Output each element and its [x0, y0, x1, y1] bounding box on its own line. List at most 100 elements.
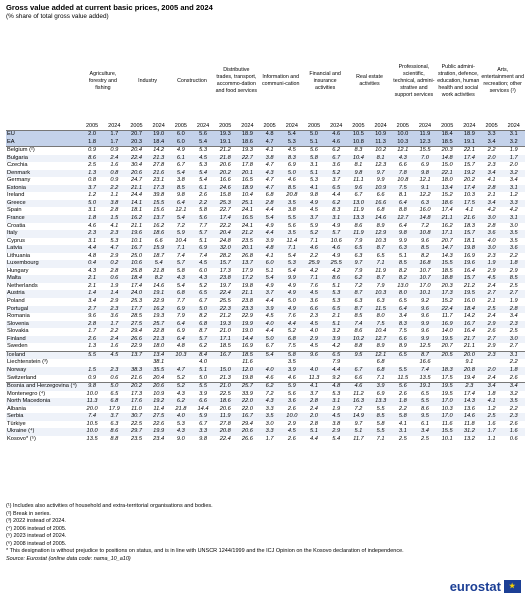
table-cell: 8.8 [354, 343, 363, 350]
row-label: Albania [7, 405, 26, 412]
table-cell: 13.3 [347, 215, 370, 223]
table-cell: 5.8 [391, 413, 414, 421]
table-title: Gross value added at current basic price… [6, 3, 213, 12]
table-cell: 2.6 [287, 435, 296, 442]
table-cell: 1.6 [502, 428, 525, 436]
table-cell: 2.7 [502, 290, 525, 299]
table-cell: 7.9 [354, 237, 363, 244]
table-cell: 4.4 [81, 245, 104, 253]
table-cell [480, 359, 502, 367]
table-cell: 20.8 [458, 366, 481, 375]
table-cell: 27.8 [153, 162, 165, 169]
table-cell: 4.1 [480, 398, 503, 406]
table-cell: 9.8 [81, 382, 104, 391]
table-cell: 17.3 [147, 184, 170, 193]
table-cell: 5.1 [325, 320, 348, 329]
row-label: Greece [6, 199, 81, 208]
table-cell: 2.6 [509, 420, 518, 427]
table-cell: 5.3 [199, 162, 207, 169]
table-cell: 6.5 [110, 390, 119, 397]
table-cell: 10.3 [441, 405, 453, 412]
table-cell: 1.8 [487, 390, 496, 397]
table-cell: 22.0 [241, 405, 253, 412]
table-cell: 5.7 [169, 260, 192, 268]
table-cell: 24.4 [130, 192, 143, 199]
table-cell: 26.6 [125, 335, 148, 344]
table-cell: 4.0 [258, 320, 281, 329]
table-cell: 19.5 [458, 290, 481, 299]
table-cell: 6.3 [354, 298, 363, 305]
table-cell: 11.6 [242, 359, 253, 366]
table-cell: 17.3 [436, 290, 459, 299]
table-cell: 3.0 [265, 420, 274, 427]
table-cell: 5.1 [191, 366, 215, 375]
table-cell: 6.0 [199, 267, 207, 274]
table-cell: 6.5 [376, 252, 385, 259]
table-cell: 12.3 [375, 162, 387, 169]
table-cell: 4.5 [103, 350, 126, 360]
column-header: Industry [125, 40, 171, 122]
table-cell: 8.7 [413, 350, 437, 360]
table-cell: 11.8 [464, 420, 475, 427]
table-cell: 1.8 [81, 215, 104, 223]
row-label: Cyprus [7, 237, 26, 244]
table-cell: 19.1 [413, 382, 437, 391]
table-cell: 5.8 [280, 350, 303, 360]
table-cell: 22.9 [241, 313, 253, 320]
table-cell: 5.4 [169, 215, 192, 223]
table-cell: 1.7 [103, 138, 126, 147]
table-cell: 5.4 [332, 435, 341, 442]
table-cell: 5.1 [199, 237, 207, 244]
table-cell: 4.6 [302, 245, 326, 253]
row-label-header [6, 40, 81, 122]
table-cell: 10.8 [413, 230, 437, 238]
table-cell: 7.2 [265, 390, 274, 397]
table-cell: 1.9 [480, 260, 503, 268]
table-cell: 13.7 [147, 215, 170, 223]
table-cell: 6.7 [325, 154, 348, 163]
table-cell: 8.2 [199, 313, 207, 320]
table-cell: 0.2 [103, 260, 126, 268]
table-cell: 21.6 [147, 169, 170, 178]
table-cell: 4.3 [176, 390, 185, 397]
table-cell: 11.1 [353, 177, 364, 184]
table-cell: 18.9 [236, 130, 259, 139]
table-cell: 18.6 [214, 398, 237, 406]
table-cell: 3.5 [502, 398, 525, 406]
table-cell: 22.4 [214, 290, 237, 299]
table-row: Austria 1.4 1.4 24.0 19.1 6.8 6.5 22.4 21.1 3.7 4.… [6, 290, 525, 299]
table-cell: 4.3 [391, 154, 414, 163]
table-cell: 12.0 [236, 366, 259, 375]
table-cell: 10.3 [369, 290, 392, 299]
table-cell: 3.0 [480, 245, 503, 253]
table-row: EU 2.0 1.7 20.7 19.0 6.0 5.6 19.3 18.9 4.8 5.4 5.0 4… [6, 130, 525, 139]
table-cell: 3.8 [103, 199, 126, 208]
table-cell: 21.3 [219, 374, 231, 381]
table-cell: 15.5 [413, 146, 437, 155]
table-cell: 5.3 [310, 177, 318, 184]
table-cell: 28.2 [219, 252, 231, 259]
table-cell: 15.6 [153, 207, 165, 214]
table-cell: 4.7 [258, 138, 281, 147]
table-cell: 2.2 [509, 359, 518, 366]
table-cell: 20.2 [125, 382, 148, 391]
table-cell: 9.1 [465, 359, 474, 366]
table-cell: 9.9 [413, 335, 437, 344]
table-cell: 9.6 [421, 328, 429, 335]
table-cell: 2.3 [502, 413, 525, 421]
table-cell: 16.9 [241, 343, 253, 350]
column-header: Construction [169, 40, 215, 122]
table-cell: 20.5 [436, 350, 459, 360]
table-cell: 20.3 [441, 282, 453, 289]
table-cell: 4.8 [258, 245, 281, 253]
table-cell: 4.0 [258, 366, 281, 375]
table-cell: 6.4 [169, 335, 192, 344]
table-cell: 7.2 [354, 405, 363, 412]
table-cell: 17.0 [436, 413, 459, 421]
table-cell: 12.1 [419, 177, 431, 184]
row-label: Croatia [7, 222, 26, 229]
table-cell: 21.1 [130, 222, 143, 229]
table-cell: 2.9 [487, 267, 496, 274]
table-cell: 5.4 [287, 252, 296, 259]
table-cell: 27.5 [125, 320, 148, 329]
